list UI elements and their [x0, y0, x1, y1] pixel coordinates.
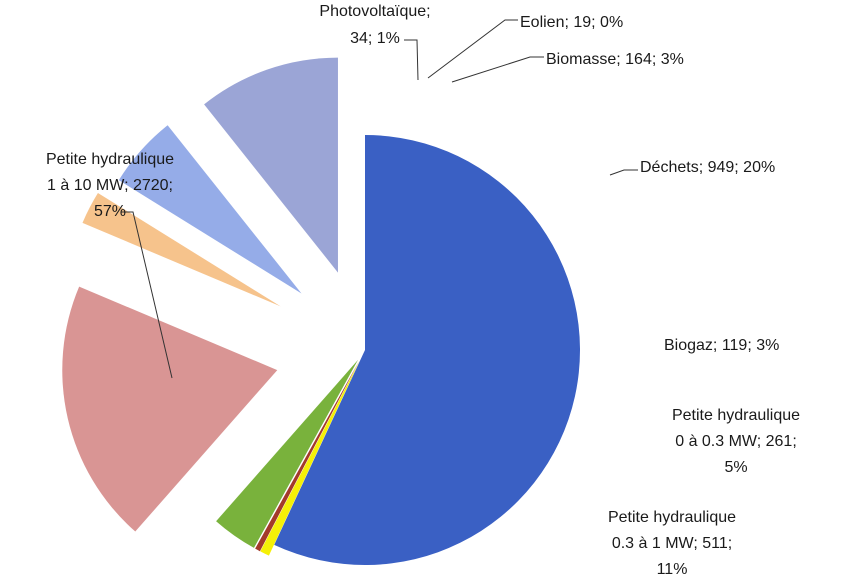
pie-slice [274, 135, 580, 565]
data-label-line: 0.3 à 1 MW; 511; [612, 535, 732, 552]
data-label-line: 34; 1% [350, 30, 400, 47]
data-label: Petite hydraulique 0.3 à 1 MW; 511; 11% [608, 509, 736, 578]
data-label: Biomasse; 164; 3% [546, 51, 684, 68]
leader-line [121, 211, 173, 379]
data-label-line: 11% [657, 561, 688, 578]
leader-line [427, 19, 518, 79]
data-label: Photovoltaïque; 34; 1% [319, 3, 430, 47]
leader-line [451, 56, 544, 83]
data-label-line: 0 à 0.3 MW; 261; [675, 433, 797, 450]
data-label-line: 1 à 10 MW; 2720; [47, 177, 173, 194]
data-label-line: Photovoltaïque; [319, 3, 430, 20]
data-label: Biogaz; 119; 3% [664, 337, 779, 354]
leaders-layer [121, 19, 638, 379]
data-label-line: Biogaz; 119; 3% [664, 337, 779, 354]
data-label-line: Eolien; 19; 0% [520, 14, 623, 31]
data-label-line: Biomasse; 164; 3% [546, 51, 684, 68]
data-label-line: Petite hydraulique [608, 509, 736, 526]
data-label-line: Petite hydraulique [672, 407, 800, 424]
pie-slice [255, 360, 360, 552]
data-label-line: 57% [94, 203, 126, 220]
pie-slice [260, 360, 360, 556]
data-label: Déchets; 949; 20% [640, 159, 775, 176]
slices-layer [62, 57, 580, 565]
data-label-line: Déchets; 949; 20% [640, 159, 775, 176]
pie-slice [216, 359, 359, 548]
data-label-line: 5% [724, 459, 747, 476]
pie-slice [62, 286, 278, 532]
leader-line [609, 169, 638, 176]
data-label: Petite hydraulique 0 à 0.3 MW; 261; 5% [672, 407, 800, 476]
pie-slice [204, 57, 338, 273]
data-label: Petite hydraulique 1 à 10 MW; 2720; 57% [46, 151, 174, 220]
pie-slice [82, 193, 281, 307]
pie-slice [118, 125, 302, 294]
labels-layer: Petite hydraulique 1 à 10 MW; 2720; 57% Pho… [46, 3, 800, 578]
data-label-line: Petite hydraulique [46, 151, 174, 168]
leader-line [404, 39, 419, 81]
data-label: Eolien; 19; 0% [520, 14, 623, 31]
